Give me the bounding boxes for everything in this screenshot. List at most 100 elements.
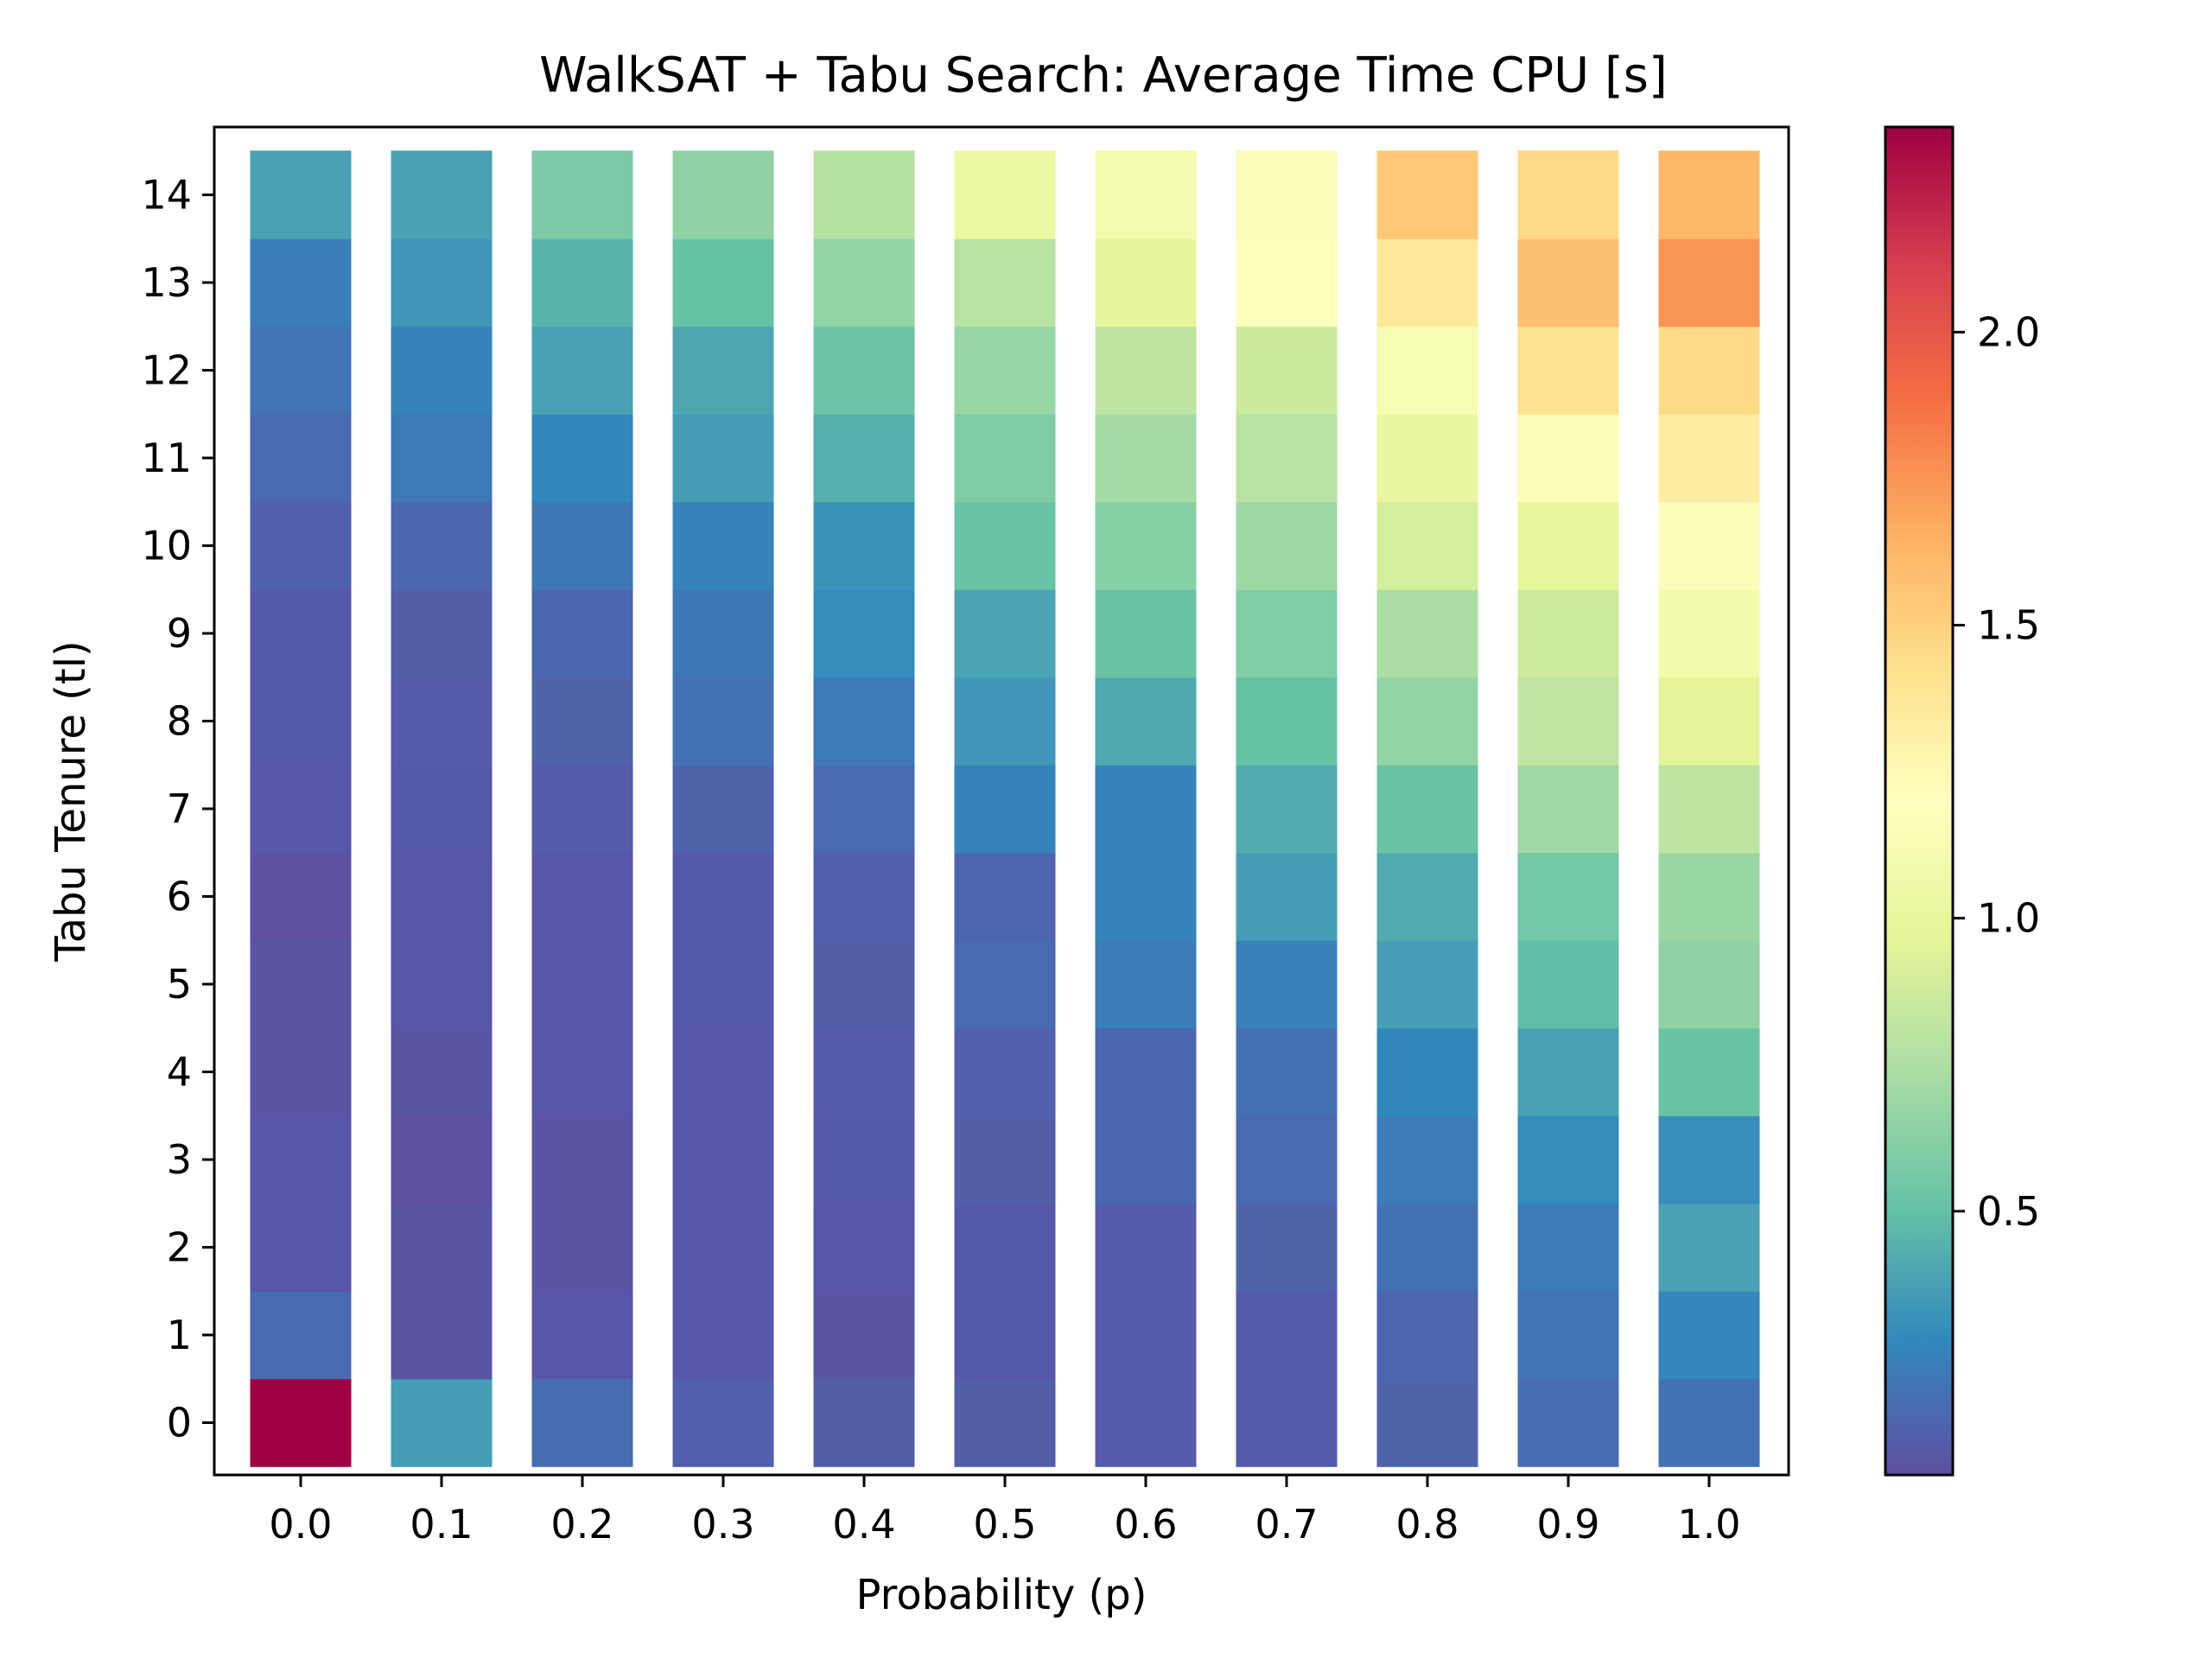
heatmap-cell-r9-c2 xyxy=(531,588,633,678)
heatmap-cell-r8-c5 xyxy=(954,677,1056,766)
heatmap-cell-r4-c10 xyxy=(1658,1027,1760,1116)
heatmap-cell-r12-c1 xyxy=(391,326,493,415)
heatmap-cell-r3-c2 xyxy=(531,1115,633,1205)
heatmap-cell-r5-c2 xyxy=(531,939,633,1029)
heatmap-cell-r4-c3 xyxy=(672,1027,774,1116)
x-tick-label: 1.0 xyxy=(1677,1501,1740,1548)
x-tick-label: 0.5 xyxy=(973,1501,1036,1548)
heatmap-cell-r10-c8 xyxy=(1376,501,1478,590)
heatmap-cell-r2-c10 xyxy=(1658,1203,1760,1292)
y-tick-label: 0 xyxy=(167,1400,192,1446)
heatmap-cell-r5-c8 xyxy=(1376,939,1478,1029)
heatmap-cell-r5-c6 xyxy=(1095,939,1197,1029)
heatmap-cell-r6-c9 xyxy=(1517,852,1619,941)
heatmap-cell-r8-c0 xyxy=(250,677,352,766)
plot-frame xyxy=(213,125,1790,1477)
heatmap-cell-r13-c3 xyxy=(672,238,774,327)
heatmap-cell-r6-c8 xyxy=(1376,852,1478,941)
heatmap-cell-r1-c1 xyxy=(391,1290,493,1380)
heatmap-cell-r11-c7 xyxy=(1236,413,1338,503)
y-tick-label: 5 xyxy=(167,961,192,1007)
heatmap-cell-r13-c10 xyxy=(1658,238,1760,327)
heatmap-cell-r12-c3 xyxy=(672,326,774,415)
heatmap-cell-r9-c8 xyxy=(1376,588,1478,678)
heatmap-cell-r10-c3 xyxy=(672,501,774,590)
heatmap-cell-r13-c2 xyxy=(531,238,633,327)
heatmap-cell-r14-c4 xyxy=(813,150,915,239)
x-tick-label: 0.8 xyxy=(1395,1501,1459,1548)
y-tick-label: 12 xyxy=(141,347,192,394)
y-tick-label: 4 xyxy=(167,1049,192,1096)
heatmap-cell-r0-c6 xyxy=(1095,1378,1197,1467)
heatmap-cell-r14-c9 xyxy=(1517,150,1619,239)
x-tick-label: 0.4 xyxy=(832,1501,895,1548)
heatmap-cell-r2-c0 xyxy=(250,1203,352,1292)
heatmap-cell-r10-c2 xyxy=(531,501,633,590)
colorbar-tick-label: 0.5 xyxy=(1977,1188,2040,1235)
heatmap-cell-r10-c9 xyxy=(1517,501,1619,590)
heatmap-cell-r5-c7 xyxy=(1236,939,1338,1029)
colorbar-tick-label: 1.5 xyxy=(1977,602,2040,649)
heatmap-cell-r4-c8 xyxy=(1376,1027,1478,1116)
heatmap-cell-r14-c7 xyxy=(1236,150,1338,239)
heatmap-cell-r14-c6 xyxy=(1095,150,1197,239)
x-tick-label: 0.0 xyxy=(269,1501,332,1548)
heatmap-cell-r4-c1 xyxy=(391,1027,493,1116)
heatmap-cell-r9-c1 xyxy=(391,588,493,678)
heatmap-cell-r9-c7 xyxy=(1236,588,1338,678)
heatmap-cell-r5-c1 xyxy=(391,939,493,1029)
y-tick-label: 2 xyxy=(167,1224,192,1271)
heatmap-cell-r3-c4 xyxy=(813,1115,915,1205)
colorbar-frame xyxy=(1884,125,1955,1477)
heatmap-cell-r7-c4 xyxy=(813,764,915,854)
heatmap-cell-r11-c0 xyxy=(250,413,352,503)
heatmap-cell-r0-c5 xyxy=(954,1378,1056,1467)
colorbar-ticks: 0.5 1.0 1.5 2.0 xyxy=(1953,308,2040,1235)
heatmap-cell-r7-c9 xyxy=(1517,764,1619,854)
heatmap-cell-r6-c4 xyxy=(813,852,915,941)
heatmap-cell-r12-c9 xyxy=(1517,326,1619,415)
y-tick-label: 9 xyxy=(167,610,192,657)
colorbar-tick-label: 2.0 xyxy=(1977,308,2040,355)
heatmap-cell-r4-c5 xyxy=(954,1027,1056,1116)
heatmap-cell-r0-c3 xyxy=(672,1378,774,1467)
heatmap-cell-r6-c2 xyxy=(531,852,633,941)
heatmap-cell-r9-c4 xyxy=(813,588,915,678)
heatmap-cell-r8-c9 xyxy=(1517,677,1619,766)
heatmap-cell-r13-c7 xyxy=(1236,238,1338,327)
heatmap-cell-r11-c6 xyxy=(1095,413,1197,503)
heatmap-cell-r9-c5 xyxy=(954,588,1056,678)
heatmap-cell-r10-c7 xyxy=(1236,501,1338,590)
heatmap-cell-r0-c4 xyxy=(813,1378,915,1467)
heatmap-cell-r14-c1 xyxy=(391,150,493,239)
heatmap-cell-r3-c6 xyxy=(1095,1115,1197,1205)
heatmap-cell-r11-c5 xyxy=(954,413,1056,503)
heatmap-cell-r11-c10 xyxy=(1658,413,1760,503)
heatmap-cell-r2-c7 xyxy=(1236,1203,1338,1292)
y-tick-label: 13 xyxy=(141,259,192,306)
heatmap-cell-r7-c3 xyxy=(672,764,774,854)
heatmap-cell-r5-c3 xyxy=(672,939,774,1029)
heatmap-cell-r3-c10 xyxy=(1658,1115,1760,1205)
heatmap-cell-r3-c8 xyxy=(1376,1115,1478,1205)
colorbar-tick-label: 1.0 xyxy=(1977,895,2040,942)
heatmap-cell-r6-c10 xyxy=(1658,852,1760,941)
heatmap-cell-r7-c5 xyxy=(954,764,1056,854)
y-tick-label: 10 xyxy=(141,523,192,569)
heatmap-cell-r9-c6 xyxy=(1095,588,1197,678)
chart-title: WalkSAT + Tabu Search: Average Time CPU … xyxy=(539,48,1668,104)
heatmap-cell-r7-c8 xyxy=(1376,764,1478,854)
heatmap-cell-r12-c8 xyxy=(1376,326,1478,415)
heatmap-cell-r1-c3 xyxy=(672,1290,774,1380)
heatmap-cell-r2-c4 xyxy=(813,1203,915,1292)
heatmap-cell-r8-c10 xyxy=(1658,677,1760,766)
heatmap-cell-r2-c8 xyxy=(1376,1203,1478,1292)
y-axis-label: Tabu Tenure (tl) xyxy=(47,640,95,963)
x-tick-label: 0.2 xyxy=(550,1501,613,1548)
x-tick-label: 0.3 xyxy=(691,1501,754,1548)
heatmap-cell-r13-c0 xyxy=(250,238,352,327)
y-tick-label: 6 xyxy=(167,874,192,920)
heatmap-cell-r4-c0 xyxy=(250,1027,352,1116)
heatmap-cell-r5-c9 xyxy=(1517,939,1619,1029)
